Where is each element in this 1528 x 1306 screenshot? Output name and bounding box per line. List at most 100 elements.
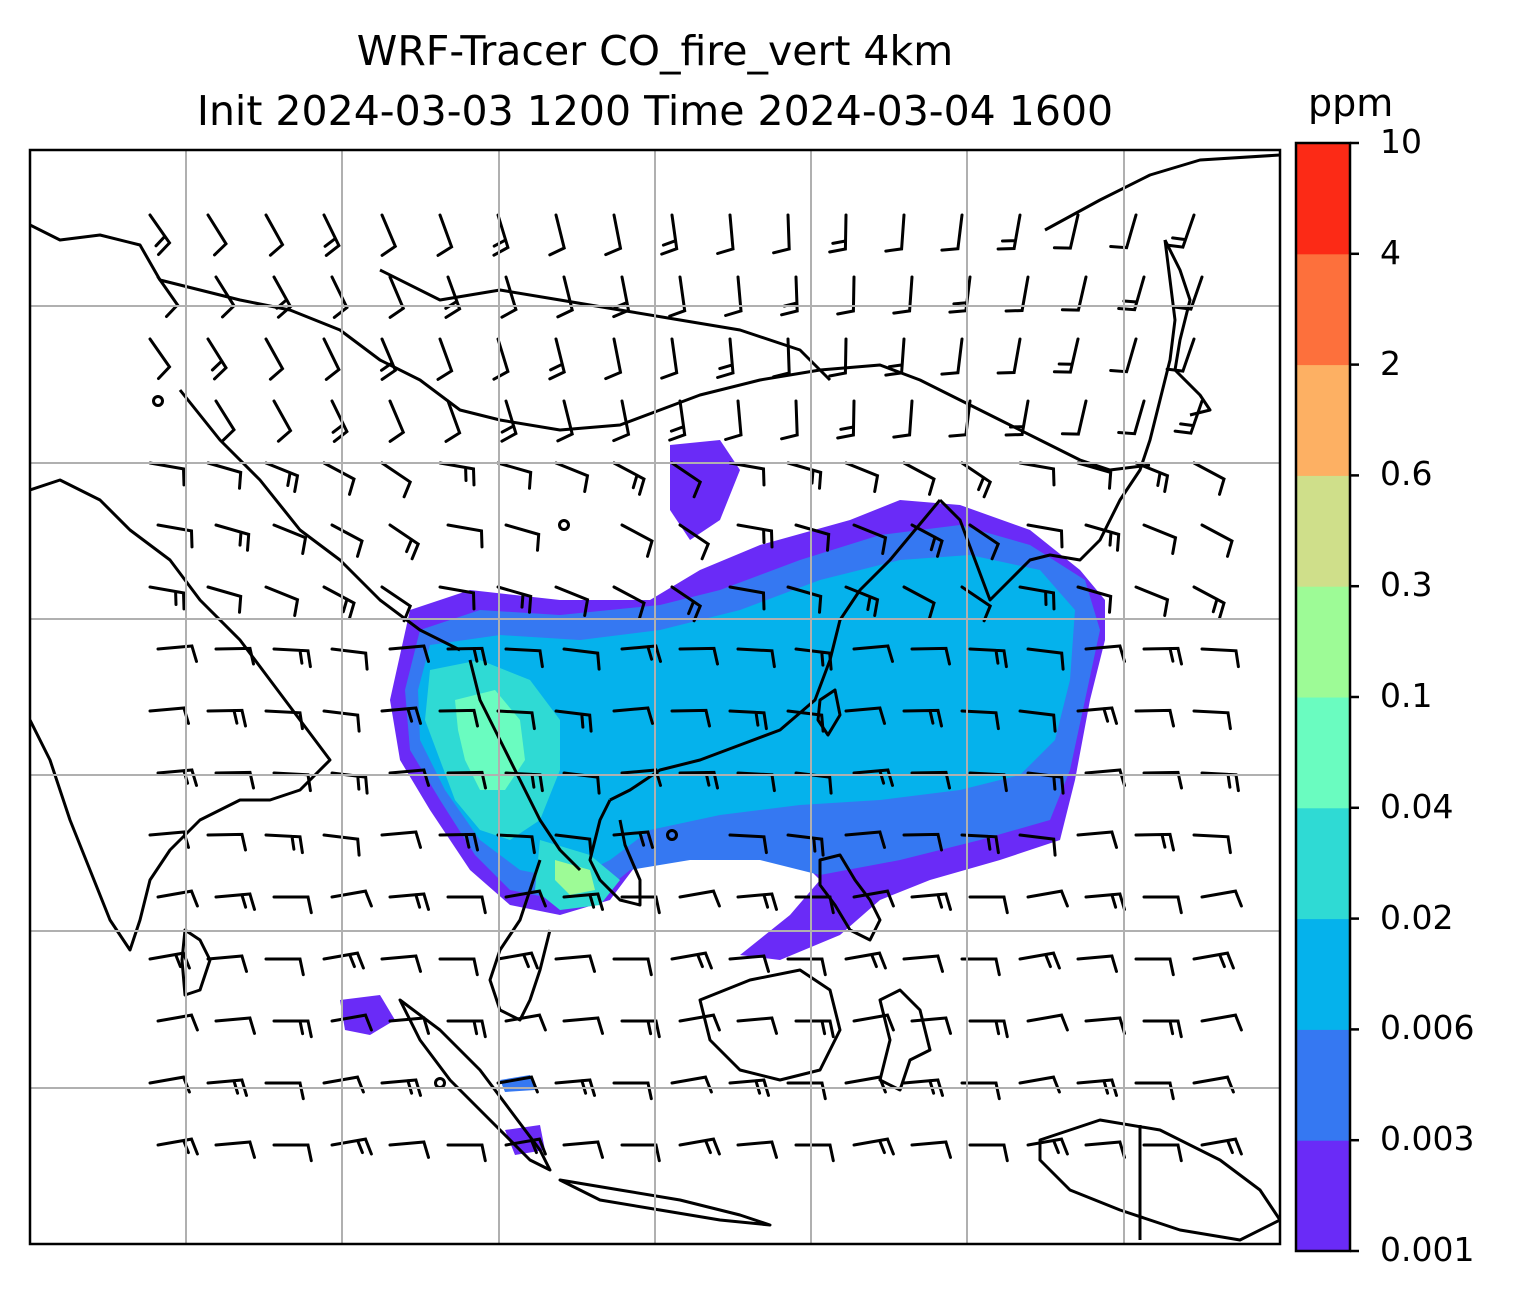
wind-barb: [910, 523, 944, 558]
wind-barb: [1076, 461, 1113, 490]
wind-barb: [960, 957, 1001, 977]
wind-barb: [678, 1013, 721, 1032]
wind-barb: [272, 1143, 313, 1163]
colorbar-tick-label: 10: [1380, 122, 1422, 161]
wind-barb: [884, 337, 906, 377]
wind-barb: [214, 646, 255, 666]
coastline-sumatra: [398, 998, 552, 1172]
wind-barb: [330, 647, 369, 671]
wind-barb: [148, 1075, 191, 1094]
wind-barb: [724, 399, 743, 441]
coastlines: [30, 153, 1280, 1242]
wind-barb: [206, 461, 243, 490]
wind-barb: [828, 213, 848, 254]
wind-barb: [322, 585, 356, 620]
wind-barb: [1165, 337, 1196, 373]
wind-barb: [910, 1140, 952, 1159]
wind-barb: [786, 585, 823, 614]
wind-barb: [554, 461, 590, 493]
colorbar-tick-label: 0.02: [1380, 897, 1454, 937]
wind-barb: [264, 337, 285, 381]
wind-barb: [554, 1078, 596, 1097]
wind-barb: [968, 523, 1001, 561]
wind-barb: [388, 1140, 430, 1159]
wind-barb: [206, 708, 247, 728]
wind-barb: [156, 1137, 199, 1156]
wind-barb: [1084, 1140, 1126, 1159]
wind-barb: [156, 768, 198, 787]
wind-barb: [388, 644, 430, 663]
tracer-plume-peak: [455, 690, 525, 790]
wind-barb: [562, 647, 601, 671]
wind-barb: [902, 1078, 944, 1097]
wind-barb: [1018, 833, 1057, 857]
wind-barb: [556, 275, 574, 319]
wind-barb: [1173, 275, 1204, 311]
wind-barb: [1192, 1075, 1235, 1094]
wind-barb: [1052, 337, 1080, 374]
wind-barb: [496, 833, 536, 855]
wind-barb: [1018, 951, 1061, 970]
wind-barb: [388, 275, 406, 319]
coastline-java: [558, 1178, 772, 1227]
colorbar-tick-label: 4: [1380, 232, 1401, 272]
wind-barb: [438, 708, 479, 728]
colorbar-tick-label: 0.003: [1380, 1119, 1475, 1159]
wind-barb: [388, 768, 430, 787]
wind-barb: [1084, 523, 1121, 552]
wind-barb: [1084, 892, 1126, 911]
wind-barb: [272, 1019, 313, 1039]
wind-barb: [960, 833, 1000, 855]
wind-barb: [148, 706, 190, 725]
border-mongolia: [379, 268, 832, 382]
wind-barb: [330, 771, 369, 795]
wind-barb: [836, 275, 856, 316]
wind-barb: [1142, 523, 1178, 555]
wind-barb: [620, 523, 654, 558]
wind-barb: [1076, 706, 1118, 725]
wind-barb: [206, 585, 243, 614]
wind-barb: [604, 213, 623, 257]
colorbar-tick-label: 2: [1380, 343, 1401, 383]
wind-barb: [380, 585, 413, 623]
wind-barb: [852, 644, 894, 663]
wind-barb: [844, 1075, 887, 1094]
wind-barb: [1134, 585, 1170, 617]
wind-barb: [660, 337, 679, 380]
wind-barb: [1109, 337, 1138, 374]
tracer-west-patch: [340, 995, 395, 1035]
wind-barb: [1109, 213, 1138, 250]
wind-barb: [1026, 1013, 1069, 1032]
wind-barb: [504, 889, 547, 908]
wind-barb: [214, 1140, 256, 1159]
wind-barb: [1200, 889, 1243, 908]
wind-barb: [446, 895, 487, 915]
wind-barb: [492, 337, 510, 381]
wind-barb: [1018, 585, 1056, 611]
wind-barb: [148, 830, 190, 849]
wind-barb: [500, 399, 518, 443]
wind-barb: [828, 337, 848, 378]
wind-barb: [884, 213, 906, 253]
wind-barb: [1052, 213, 1080, 250]
wind-barb: [1134, 461, 1170, 493]
wind-barb: [214, 892, 256, 911]
wind-barb: [794, 1143, 835, 1163]
wind-calm-marker: [152, 395, 164, 407]
wind-barb: [1026, 647, 1065, 671]
colorbar-tick-label: 0.3: [1380, 565, 1433, 605]
wind-barb: [1134, 957, 1175, 977]
wind-barb: [1084, 1016, 1126, 1035]
wind-barb: [902, 585, 936, 620]
wind-barb: [548, 213, 566, 257]
wind-barb: [1192, 709, 1232, 731]
wind-barb: [322, 461, 356, 496]
wind-barb: [678, 523, 711, 561]
wind-barb: [794, 1019, 835, 1039]
wind-barb: [504, 1013, 547, 1032]
wind-barb: [844, 585, 880, 617]
wind-barb: [604, 337, 623, 381]
wind-barb: [548, 337, 566, 381]
wind-barb: [206, 832, 247, 852]
wind-barb: [1142, 646, 1183, 666]
